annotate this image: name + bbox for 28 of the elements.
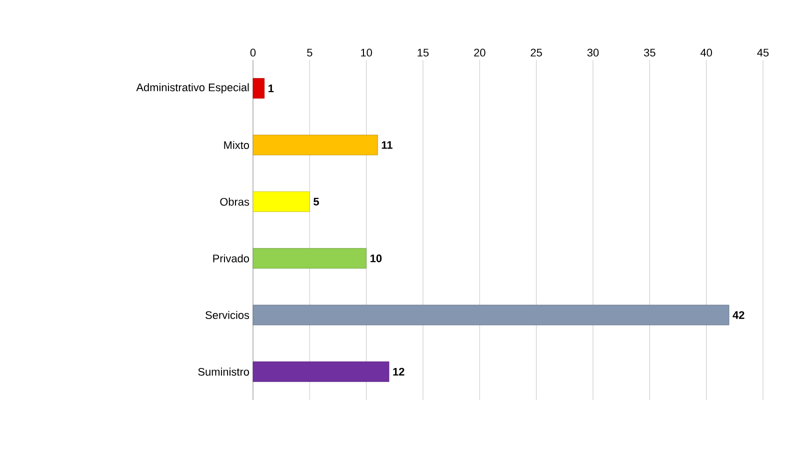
x-tick-label: 5 [307, 48, 312, 56]
data-label: 10 [370, 254, 382, 262]
y-tick-label: Mixto [224, 140, 250, 150]
x-tick-label: 40 [700, 48, 712, 56]
data-label: 12 [393, 368, 404, 376]
y-tick-label: Administrativo Especial [136, 83, 249, 94]
x-tick-label: 25 [530, 48, 542, 56]
data-label: 42 [732, 311, 744, 319]
x-tick-label: 30 [587, 48, 599, 56]
bar [252, 78, 265, 99]
bar [252, 191, 310, 212]
bar [252, 361, 390, 382]
x-tick-label: 35 [644, 48, 656, 56]
y-tick-label: Servicios [206, 310, 250, 320]
x-tick-label: 15 [418, 48, 429, 56]
data-label: 5 [314, 198, 319, 206]
y-tick-label: Suministro [198, 368, 250, 376]
x-tick-label: 20 [474, 48, 486, 56]
y-tick-label: Privado [213, 254, 250, 262]
data-label: 11 [382, 141, 392, 149]
y-tick-label: Obras [220, 198, 250, 206]
x-tick-label: 0 [250, 48, 256, 56]
bar [252, 248, 367, 269]
bar [252, 304, 730, 326]
x-tick-label: 10 [361, 48, 372, 56]
data-label: 1 [268, 84, 274, 92]
bar [252, 134, 378, 156]
x-tick-label: 45 [757, 48, 769, 56]
